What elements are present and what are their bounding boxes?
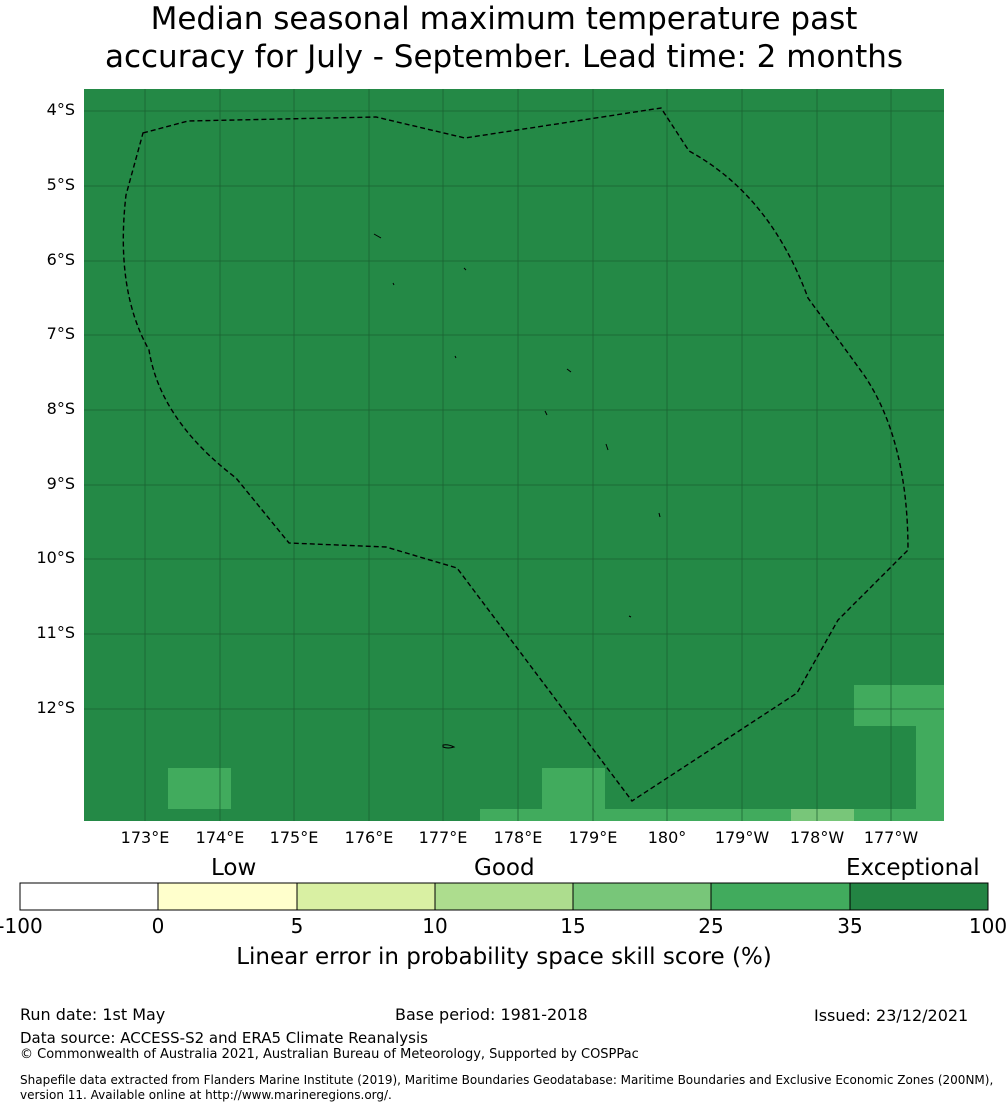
lon-label: 174°E <box>195 828 245 847</box>
lat-label: 8°S <box>46 399 75 418</box>
map-title-line-1: Median seasonal maximum temperature past <box>150 1 858 37</box>
island <box>658 512 661 518</box>
lon-label: 173°E <box>120 828 170 847</box>
colorbar-tick-label: 25 <box>698 914 724 938</box>
lon-label: 178°W <box>789 828 845 847</box>
data-source: Data source: ACCESS-S2 and ERA5 Climate … <box>20 1029 428 1047</box>
island <box>566 368 572 373</box>
lat-label: 11°S <box>36 623 75 642</box>
eez-boundary <box>122 107 909 802</box>
colorbar-segment <box>850 883 988 910</box>
colorbar-segment <box>435 883 573 910</box>
shapefile-credit-line-1: Shapefile data extracted from Flanders M… <box>20 1073 994 1087</box>
skill-cell <box>854 685 944 726</box>
skill-cell <box>854 809 944 821</box>
lat-label: 5°S <box>46 175 75 194</box>
skill-cell <box>916 726 944 809</box>
lat-label: 10°S <box>36 548 75 567</box>
colorbar-segment <box>297 883 435 910</box>
lon-label: 180° <box>647 828 687 847</box>
map-background <box>84 89 944 821</box>
lon-label: 177°E <box>418 828 468 847</box>
island <box>392 282 395 286</box>
skill-cells <box>168 685 944 821</box>
lat-label: 12°S <box>36 698 75 717</box>
island <box>373 233 382 239</box>
lon-label: 177°W <box>863 828 919 847</box>
lat-label: 6°S <box>46 250 75 269</box>
category-label-low: Low <box>211 855 257 881</box>
lat-label: 4°S <box>46 100 75 119</box>
colorbar-tick-label: 100 <box>968 914 1008 938</box>
island <box>544 410 548 416</box>
lon-label: 179°W <box>714 828 770 847</box>
lon-label: 176°E <box>344 828 394 847</box>
colorbar-segment <box>20 883 158 910</box>
category-label-exceptional: Exceptional <box>846 855 980 881</box>
colorbar-segment <box>573 883 711 910</box>
colorbar-frame <box>19 882 989 911</box>
colorbar <box>19 882 989 911</box>
skill-cell <box>542 768 605 821</box>
lon-label: 179°E <box>568 828 618 847</box>
colorbar-tick-label: 10 <box>422 914 448 938</box>
colorbar-tick-label: 15 <box>560 914 586 938</box>
colorbar-caption: Linear error in probability space skill … <box>236 944 772 970</box>
lat-label: 9°S <box>46 474 75 493</box>
base-period: Base period: 1981-2018 <box>395 1005 588 1024</box>
islands <box>373 233 661 749</box>
colorbar-segment <box>158 883 297 910</box>
skill-cell <box>605 809 791 821</box>
category-label-good: Good <box>474 855 535 881</box>
colorbar-tick-label: 35 <box>837 914 863 938</box>
copyright: © Commonwealth of Australia 2021, Austra… <box>20 1047 639 1062</box>
colorbar-tick-label: 5 <box>290 914 304 938</box>
island <box>628 615 632 618</box>
run-date: Run date: 1st May <box>20 1005 166 1024</box>
colorbar-tick-label: 0 <box>151 914 165 938</box>
colorbar-tick-label: -100 <box>0 914 43 938</box>
skill-cell <box>480 809 542 821</box>
island <box>442 744 456 749</box>
skill-cell <box>791 809 854 821</box>
gridlines <box>84 89 944 821</box>
island <box>454 355 457 359</box>
lat-label: 7°S <box>46 324 75 343</box>
island <box>463 267 467 271</box>
lon-label: 175°E <box>269 828 319 847</box>
shapefile-credit-line-2: version 11. Available online at http://w… <box>20 1088 392 1102</box>
skill-cell <box>168 768 231 809</box>
colorbar-segment <box>711 883 850 910</box>
issued-date: Issued: 23/12/2021 <box>814 1006 969 1025</box>
map-title-line-2: accuracy for July - September. Lead time… <box>104 39 904 75</box>
island <box>605 443 609 451</box>
lon-label: 178°E <box>493 828 543 847</box>
